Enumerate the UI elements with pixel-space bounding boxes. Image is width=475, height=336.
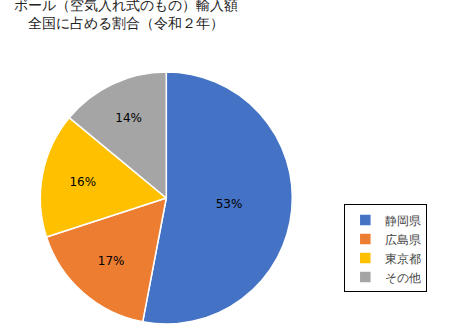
svg-text:その他: その他 <box>385 271 421 285</box>
svg-text:17%: 17% <box>98 254 125 268</box>
svg-text:静岡県: 静岡県 <box>385 214 421 228</box>
svg-text:ボール（空気入れ式のもの）輸入額 全国に占める割合（令和２年: ボール（空気入れ式のもの）輸入額 全国に占める割合（令和２年） <box>14 0 238 31</box>
svg-text:16%: 16% <box>69 175 96 189</box>
svg-text:東京都: 東京都 <box>385 252 421 266</box>
svg-text:14%: 14% <box>115 111 142 125</box>
svg-text:広島県: 広島県 <box>385 233 421 247</box>
svg-text:53%: 53% <box>216 197 243 211</box>
